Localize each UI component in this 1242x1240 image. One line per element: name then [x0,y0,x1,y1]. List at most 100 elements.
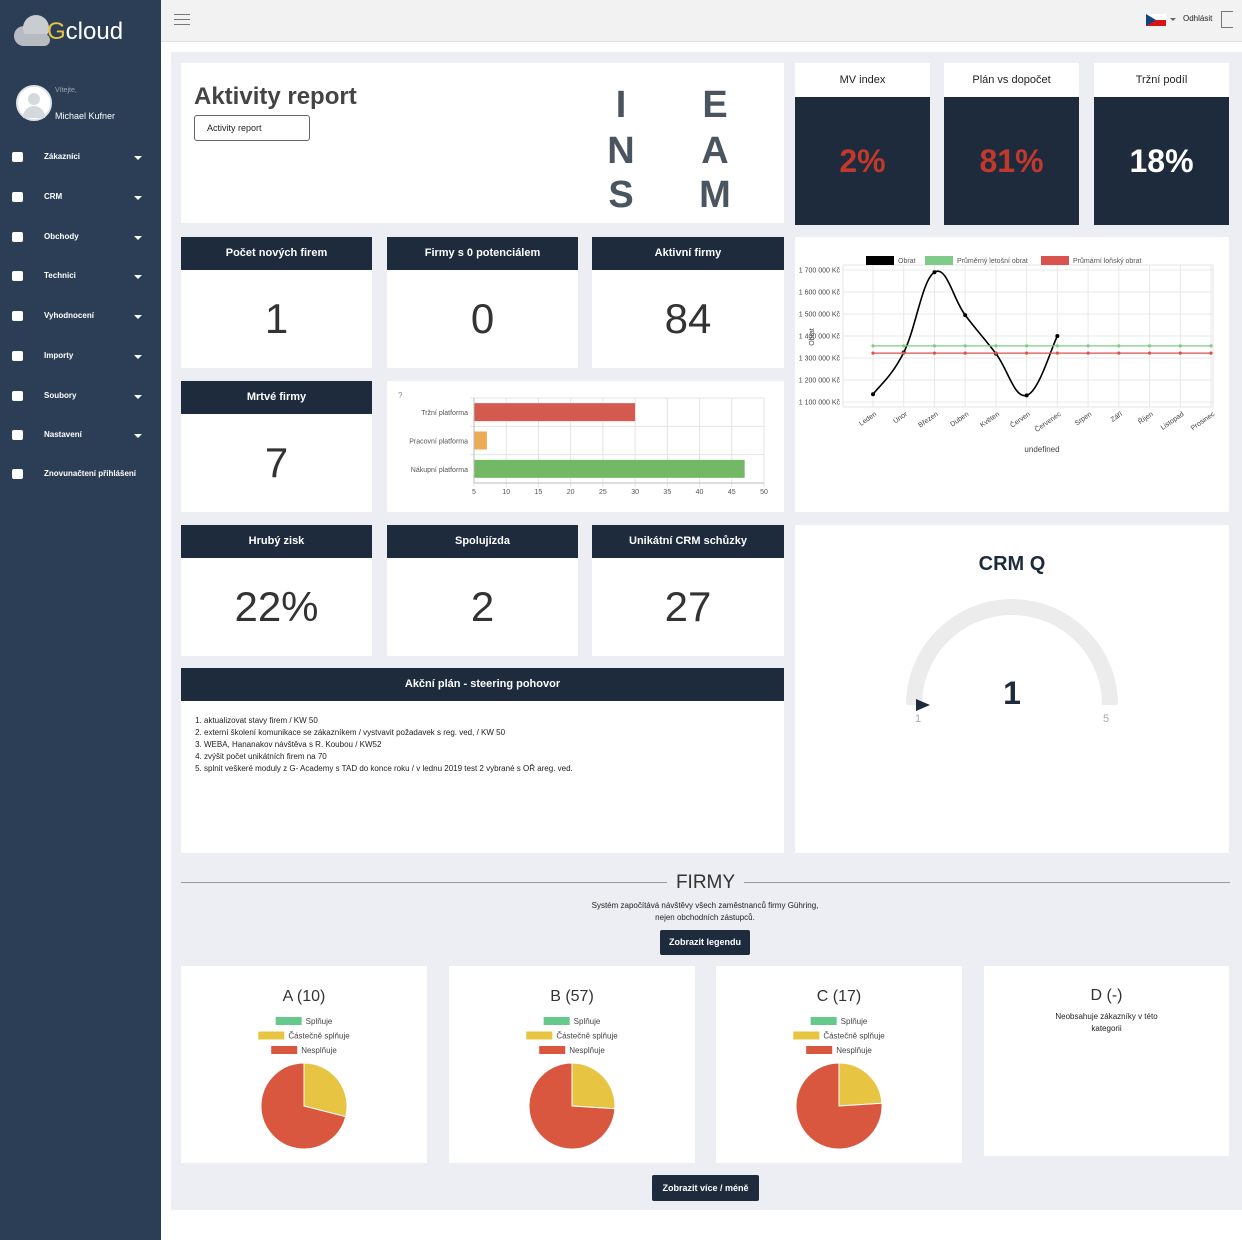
legend-label: Nesplňuje [836,1046,872,1055]
d-panel: D (-) Neobsahuje zákazníky v této katego… [984,966,1229,1156]
bar [474,459,745,478]
tile: Mrtvé firmy 7 [181,381,372,512]
logo-letter: S [608,174,634,216]
topbar: Odhlásit [161,0,1242,42]
x-tick-label: 10 [502,489,510,496]
point [963,313,968,318]
legend-swatch [275,1017,302,1025]
d-title: D (-) [1090,987,1123,1004]
report-button[interactable]: Activity report [194,115,310,141]
tile: Aktivní firmy 84 [592,237,784,368]
kpi-label: Plán vs dopočet [944,63,1079,97]
tile-label: Firmy s 0 potenciálem [387,237,578,270]
point [1209,351,1213,355]
point [994,344,998,348]
point [932,351,937,355]
action-plan: Akční plán - steering pohovor aktualizov… [181,668,784,853]
menu-label: Nastavení [44,430,82,439]
point [902,351,906,355]
menu-item[interactable]: Vyhodnocení [0,306,161,326]
tile-value: 0 [470,295,495,342]
point [871,392,875,397]
legend-label: Částečně splňuje [556,1032,618,1041]
menu-item[interactable]: Zákazníci [0,147,161,167]
logo-letter: A [701,130,729,172]
chart-title: ? [398,391,403,400]
logo-letter: E [702,84,728,126]
menu-item[interactable]: Znovunačtení přihlášení [0,464,161,484]
menu-icon [12,469,23,479]
menu-label: CRM [44,192,63,201]
tile-value: 7 [264,439,289,486]
pie-title: A (10) [283,988,326,1005]
menu-chevron [134,434,142,438]
tile: Hrubý zisk 22% [181,525,372,656]
point [1055,334,1060,338]
legend-label: Obrat [898,258,916,265]
pie-title: B (57) [550,988,594,1005]
menu-icon [12,311,23,321]
menu-toggle[interactable] [174,14,190,25]
menu-item[interactable]: Technici [0,266,161,286]
menu-label: Zákazníci [44,152,81,161]
point [902,344,906,348]
menu-item[interactable]: Soubory [0,386,161,406]
x-tick-label: Srpen [1074,411,1093,428]
tile-value: 27 [664,583,712,630]
logout-icon[interactable] [1221,11,1233,28]
legend-label: Nesplňuje [301,1046,337,1055]
menu-item[interactable]: Importy [0,346,161,366]
line-chart: 1 100 000 Kč 1 200 000 Kč 1 300 000 Kč 1 40… [799,256,1217,454]
pie-chart: B (57) Splňuje Částečně splňuje Nesplňuje [526,988,618,1150]
tile-value: 2 [470,583,495,630]
legend-button[interactable]: Zobrazit legendu [660,930,750,955]
y-tick-label: 1 200 000 Kč [799,378,841,385]
pie-chart: C (17) Splňuje Částečně splňuje Nesplňuje [793,988,885,1150]
legend-label: Průmární loňský obrat [1073,257,1142,265]
legend-label: Splňuje [841,1017,868,1026]
flag[interactable] [1146,14,1166,26]
kpi-label: Tržní podíl [1094,63,1229,97]
pie-slice [795,1062,883,1150]
legend-label: Průměrný letošní obrat [957,257,1028,265]
divider [744,882,1230,883]
point [1117,344,1121,348]
tile-value: 84 [664,295,712,342]
logo-letter: N [607,130,635,172]
gauge-title: CRM Q [979,553,1046,575]
more-button[interactable]: Zobrazit více / méně [652,1175,759,1201]
menu-icon [12,232,23,242]
x-tick-label: 5 [472,489,476,496]
point [1024,393,1029,398]
logout[interactable]: Odhlásit [1183,14,1213,23]
point [1178,351,1182,355]
menu-icon [12,351,23,361]
x-tick-label: Únor [891,409,909,425]
y-tick-label: 1 100 000 Kč [799,400,841,407]
x-tick-label: Září [1110,411,1124,424]
gauge-pointer [916,699,930,711]
menu-chevron [134,355,142,359]
menu-label: Technici [44,271,76,280]
y-tick-label: 1 300 000 Kč [799,356,841,363]
point [1025,344,1029,348]
menu-icon [12,271,23,281]
menu-item[interactable]: CRM [0,187,161,207]
menu-item[interactable]: Nastavení [0,425,161,445]
menu-item[interactable]: Obchody [0,227,161,247]
report-title: Aktivity report [194,83,357,110]
menu-icon [12,391,23,401]
legend-swatch [539,1046,566,1054]
action-plan-list: aktualizovat stavy firem / KW 50externí … [194,715,573,775]
gauge-track [906,599,1118,706]
plan-item: splnit veškeré moduly z G- Academy s TAD… [204,763,573,775]
greeting: Vítejte, [55,87,77,94]
legend-label: Nesplňuje [569,1046,605,1055]
x-tick-label: 45 [728,489,736,496]
legend-label: Splňuje [306,1017,333,1026]
section-title: FIRMY [675,872,736,893]
kpi-card: Plán vs dopočet 81% [944,63,1079,225]
x-tick-label: 35 [663,489,671,496]
point [1055,351,1059,355]
